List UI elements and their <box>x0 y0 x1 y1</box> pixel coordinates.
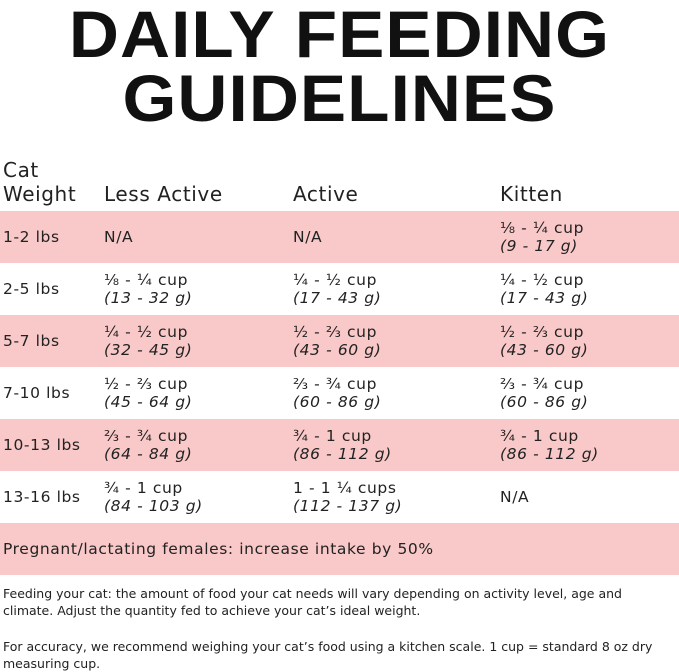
column-header: Active <box>293 182 359 206</box>
weight-cell: 1-2 lbs <box>3 228 60 246</box>
cup-amount: ¼ - ½ cup <box>500 271 585 289</box>
cup-amount: ⅔ - ¾ cup <box>104 427 189 445</box>
note: Feeding your cat: the amount of food you… <box>3 586 622 618</box>
table-row: 13-16 lbs ¾ - 1 cup (84 - 103 g) 1 - 1 ¼ cu… <box>0 471 679 523</box>
weight-cell: 2-5 lbs <box>3 280 60 298</box>
cup-amount: ¾ - 1 cup <box>500 427 579 445</box>
cup-amount: ½ - ⅔ cup <box>293 323 378 341</box>
amount-cell: ⅔ - ¾ cup (60 - 86 g) <box>290 375 498 411</box>
gram-amount: (60 - 86 g) <box>500 393 589 411</box>
gram-amount: (45 - 64 g) <box>104 393 193 411</box>
cup-amount: 1 - 1 ¼ cups <box>293 479 397 497</box>
gram-amount: (86 - 112 g) <box>500 445 599 463</box>
table-row: 1-2 lbs N/A N/A ⅛ - ¼ cup (9 - 17 g) <box>0 211 679 263</box>
cup-amount: ¼ - ½ cup <box>104 323 189 341</box>
amount-cell: ¾ - 1 cup (86 - 112 g) <box>290 427 498 463</box>
amount-cell: N/A <box>100 228 290 246</box>
amount-cell: ¼ - ½ cup (17 - 43 g) <box>290 271 498 307</box>
weight-cell: 10-13 lbs <box>3 436 81 454</box>
amount-cell: ¾ - 1 cup (86 - 112 g) <box>498 427 679 463</box>
amount-cell: ¾ - 1 cup (84 - 103 g) <box>100 479 290 515</box>
amount-cell: 1 - 1 ¼ cups (112 - 137 g) <box>290 479 498 515</box>
amount-cell: ⅛ - ¼ cup (13 - 32 g) <box>100 271 290 307</box>
table-row: 5-7 lbs ¼ - ½ cup (32 - 45 g) ½ - ⅔ cup (43 … <box>0 315 679 367</box>
gram-amount: (9 - 17 g) <box>500 237 578 255</box>
cup-amount: ⅔ - ¾ cup <box>500 375 585 393</box>
amount-cell: ½ - ⅔ cup (43 - 60 g) <box>290 323 498 359</box>
cup-amount: ½ - ⅔ cup <box>104 375 189 393</box>
amount-cell: ⅔ - ¾ cup (64 - 84 g) <box>100 427 290 463</box>
table-row: 10-13 lbs ⅔ - ¾ cup (64 - 84 g) ¾ - 1 cup (8… <box>0 419 679 471</box>
gram-amount: (17 - 43 g) <box>293 289 382 307</box>
table-row: 2-5 lbs ⅛ - ¼ cup (13 - 32 g) ¼ - ½ cup (17 … <box>0 263 679 315</box>
weight-cell: 7-10 lbs <box>3 384 71 402</box>
note: For accuracy, we recommend weighing your… <box>3 639 653 671</box>
weight-cell: 13-16 lbs <box>3 488 81 506</box>
table: Cat Weight Less Active Active Kitten 1-2 lbs… <box>0 150 679 575</box>
gram-amount: (64 - 84 g) <box>104 445 193 463</box>
gram-amount: (60 - 86 g) <box>293 393 382 411</box>
title: DAILY FEEDING GUIDELINES <box>0 0 679 150</box>
gram-amount: (43 - 60 g) <box>293 341 382 359</box>
title-line: DAILY FEEDING <box>68 0 611 71</box>
weight-cell: 5-7 lbs <box>3 332 60 350</box>
header-row: Cat Weight Less Active Active Kitten <box>0 150 679 211</box>
cup-amount: ⅛ - ¼ cup <box>500 219 585 237</box>
cup-amount: N/A <box>104 228 134 246</box>
table-row: 7-10 lbs ½ - ⅔ cup (45 - 64 g) ⅔ - ¾ cup (60… <box>0 367 679 419</box>
cup-amount: ⅛ - ¼ cup <box>104 271 189 289</box>
notes: Feeding your cat: the amount of food you… <box>0 585 679 672</box>
amount-cell: ¼ - ½ cup (32 - 45 g) <box>100 323 290 359</box>
amount-cell: ½ - ⅔ cup (45 - 64 g) <box>100 375 290 411</box>
title-line: GUIDELINES <box>122 61 557 135</box>
amount-cell: ½ - ⅔ cup (43 - 60 g) <box>498 323 679 359</box>
column-header: Less Active <box>104 182 223 206</box>
cup-amount: ⅔ - ¾ cup <box>293 375 378 393</box>
cup-amount: ¼ - ½ cup <box>293 271 378 289</box>
gram-amount: (43 - 60 g) <box>500 341 589 359</box>
amount-cell: ⅛ - ¼ cup (9 - 17 g) <box>498 219 679 255</box>
footer-row: Pregnant/lactating females: increase int… <box>0 523 679 575</box>
amount-cell: N/A <box>290 228 498 246</box>
gram-amount: (32 - 45 g) <box>104 341 193 359</box>
cup-amount: ½ - ⅔ cup <box>500 323 585 341</box>
gram-amount: (112 - 137 g) <box>293 497 403 515</box>
cup-amount: N/A <box>293 228 323 246</box>
cup-amount: ¾ - 1 cup <box>293 427 372 445</box>
amount-cell: ⅔ - ¾ cup (60 - 86 g) <box>498 375 679 411</box>
gram-amount: (13 - 32 g) <box>104 289 193 307</box>
amount-cell: N/A <box>498 488 679 506</box>
cup-amount: N/A <box>500 488 530 506</box>
footer-text: Pregnant/lactating females: increase int… <box>3 540 434 558</box>
column-header: Kitten <box>500 182 563 206</box>
column-header: Cat Weight <box>3 158 77 206</box>
cup-amount: ¾ - 1 cup <box>104 479 183 497</box>
gram-amount: (84 - 103 g) <box>104 497 203 515</box>
amount-cell: ¼ - ½ cup (17 - 43 g) <box>498 271 679 307</box>
gram-amount: (86 - 112 g) <box>293 445 392 463</box>
gram-amount: (17 - 43 g) <box>500 289 589 307</box>
